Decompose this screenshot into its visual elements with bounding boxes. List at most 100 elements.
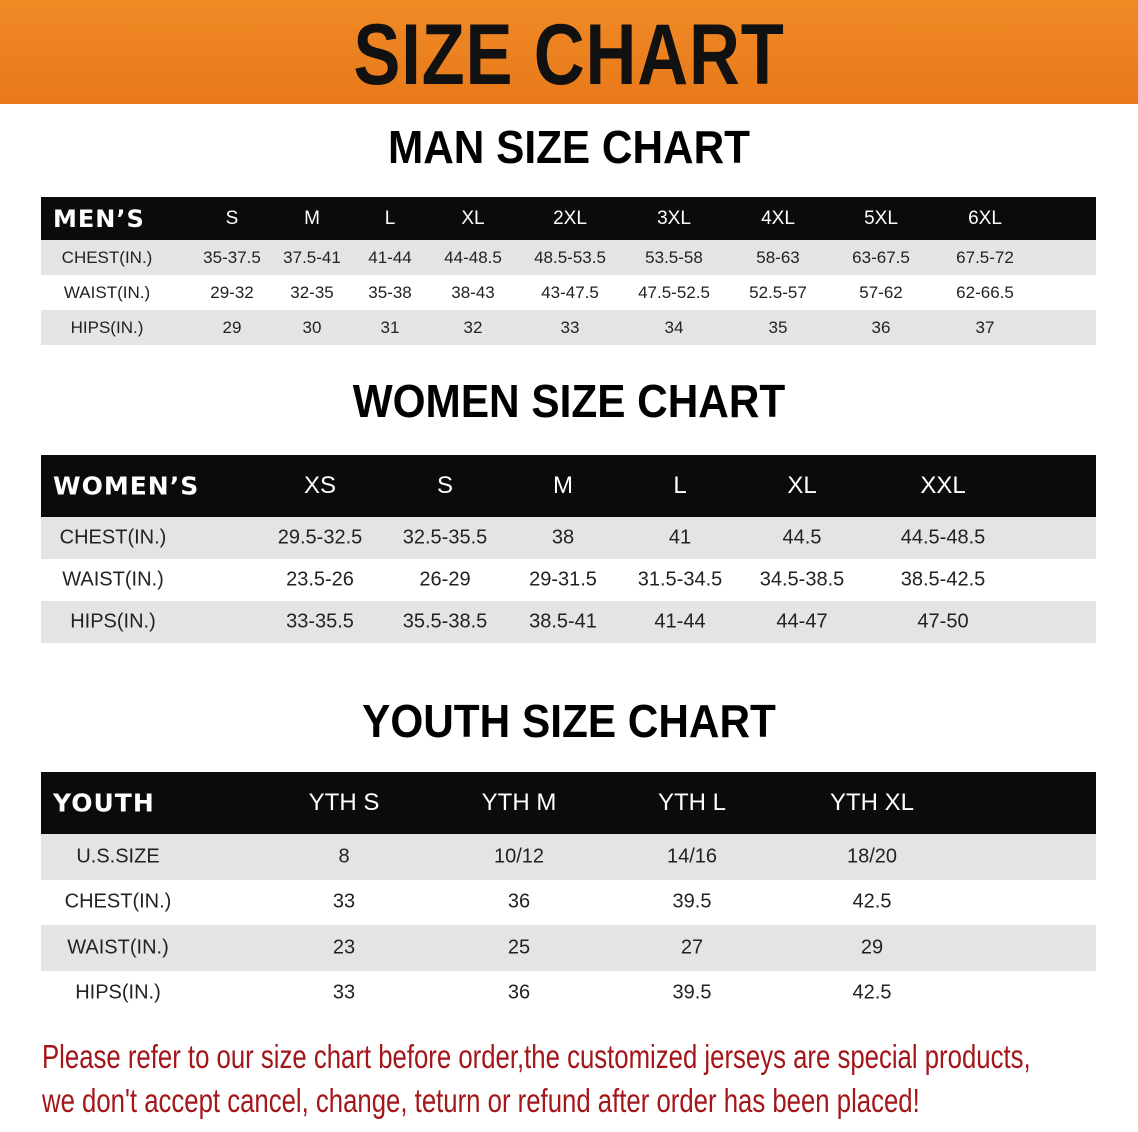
table-cell: 47-50: [917, 610, 969, 633]
table-cell: 44.5-48.5: [900, 526, 986, 549]
youth-section-title: YOUTH SIZE CHART: [362, 695, 776, 747]
size-header: 3XL: [657, 207, 691, 229]
table-cell: 33: [332, 981, 356, 1004]
table-cell: 36: [871, 317, 891, 337]
corner-label: WOMEN’S: [53, 471, 200, 501]
table-cell: 33: [560, 317, 580, 337]
table-row: WAIST(IN.) 29-32 32-35 35-38 38-43 43-47.5 47.…: [41, 275, 1096, 310]
table-cell: 8: [338, 845, 350, 868]
table-cell: 41-44: [368, 247, 412, 267]
table-cell: 35-38: [368, 282, 412, 302]
table-cell: 36: [507, 890, 531, 913]
table-cell: 14/16: [666, 845, 718, 868]
table-cell: 58-63: [756, 247, 800, 267]
table-cell: 42.5: [852, 890, 892, 913]
row-label: HIPS(IN.): [70, 317, 144, 337]
table-row: HIPS(IN.) 29 30 31 32 33 34 35 36 37: [41, 310, 1096, 345]
table-cell: 48.5-53.5: [534, 247, 606, 267]
notice-line-1: Please refer to our size chart before or…: [42, 1038, 1031, 1075]
table-cell: 67.5-72: [956, 247, 1014, 267]
table-cell: 34: [664, 317, 684, 337]
table-cell: 35.5-38.5: [402, 610, 488, 633]
table-cell: 38: [551, 526, 575, 549]
size-header: M: [304, 207, 320, 229]
table-cell: 18/20: [846, 845, 898, 868]
size-header: YTH M: [481, 789, 557, 816]
table-cell: 62-66.5: [956, 282, 1014, 302]
size-header: 6XL: [968, 207, 1002, 229]
table-row: CHEST(IN.) 35-37.5 37.5-41 41-44 44-48.5 48.5…: [41, 240, 1096, 275]
table-row: U.S.SIZE 8 10/12 14/16 18/20: [41, 834, 1096, 880]
table-cell: 25: [507, 936, 531, 959]
table-cell: 33-35.5: [286, 610, 354, 633]
table-row: HIPS(IN.) 33-35.5 35.5-38.5 38.5-41 41-44 44-…: [41, 601, 1096, 643]
table-row: HIPS(IN.) 33 36 39.5 42.5: [41, 970, 1096, 1016]
table-row: WAIST(IN.) 23 25 27 29: [41, 925, 1096, 971]
corner-label: YOUTH: [53, 788, 155, 818]
banner: SIZE CHART: [0, 0, 1138, 104]
size-header: YTH S: [308, 789, 380, 816]
table-row: CHEST(IN.) 29.5-32.5 32.5-35.5 38 41 44.5 44.5…: [41, 517, 1096, 559]
size-header: S: [225, 207, 239, 229]
table-cell: 35: [768, 317, 788, 337]
table-cell: 47.5-52.5: [638, 282, 710, 302]
table-cell: 31.5-34.5: [637, 568, 723, 591]
table-cell: 34.5-38.5: [759, 568, 845, 591]
table-cell: 33: [332, 890, 356, 913]
table-cell: 39.5: [672, 890, 712, 913]
size-header: 2XL: [553, 207, 587, 229]
corner-label: MEN’S: [53, 204, 145, 233]
size-header: XL: [787, 472, 817, 499]
table-cell: 41: [668, 526, 692, 549]
row-label: CHEST(IN.): [59, 526, 167, 549]
table-cell: 63-67.5: [852, 247, 910, 267]
size-header: L: [673, 472, 687, 499]
banner-title: SIZE CHART: [353, 7, 785, 103]
table-cell: 37: [975, 317, 995, 337]
table-cell: 53.5-58: [645, 247, 703, 267]
table-row: CHEST(IN.) 33 36 39.5 42.5: [41, 879, 1096, 925]
table-header-row: WOMEN’S XS S M L XL XXL: [41, 455, 1096, 517]
row-label: CHEST(IN.): [61, 247, 153, 267]
size-header: 5XL: [864, 207, 898, 229]
size-header: S: [436, 472, 454, 499]
table-cell: 38.5-41: [529, 610, 597, 633]
row-label: HIPS(IN.): [70, 610, 156, 633]
size-header: XL: [461, 207, 485, 229]
table-cell: 10/12: [493, 845, 545, 868]
table-cell: 52.5-57: [749, 282, 807, 302]
size-header: XXL: [920, 472, 966, 499]
size-header: L: [384, 207, 396, 229]
table-cell: 42.5: [852, 981, 892, 1004]
row-label: CHEST(IN.): [64, 890, 172, 913]
size-header: YTH L: [657, 789, 727, 816]
table-cell: 41-44: [654, 610, 706, 633]
table-header-row: MEN’S S M L XL 2XL 3XL 4XL 5XL 6XL: [41, 197, 1096, 240]
table-cell: 30: [302, 317, 322, 337]
table-header-row: YOUTH YTH S YTH M YTH L YTH XL: [41, 772, 1096, 834]
table-cell: 44.5: [782, 526, 822, 549]
size-header: 4XL: [761, 207, 795, 229]
table-cell: 23.5-26: [286, 568, 354, 591]
table-cell: 29-31.5: [529, 568, 597, 591]
table-cell: 23: [332, 936, 356, 959]
size-header: YTH XL: [829, 789, 915, 816]
table-cell: 29: [860, 936, 884, 959]
row-label: WAIST(IN.): [63, 282, 151, 302]
table-row: WAIST(IN.) 23.5-26 26-29 29-31.5 31.5-34.5 34…: [41, 559, 1096, 601]
table-cell: 27: [680, 936, 704, 959]
table-cell: 29-32: [210, 282, 254, 302]
row-label: U.S.SIZE: [76, 845, 160, 868]
women-section-title: WOMEN SIZE CHART: [352, 375, 786, 427]
table-cell: 29.5-32.5: [277, 526, 363, 549]
notice-line-2: we don't accept cancel, change, teturn o…: [42, 1082, 920, 1119]
table-cell: 36: [507, 981, 531, 1004]
table-cell: 31: [380, 317, 400, 337]
table-cell: 32-35: [290, 282, 334, 302]
table-cell: 29: [222, 317, 242, 337]
table-cell: 26-29: [419, 568, 471, 591]
row-label: WAIST(IN.): [67, 936, 169, 959]
table-cell: 37.5-41: [283, 247, 341, 267]
table-cell: 32: [463, 317, 483, 337]
table-cell: 35-37.5: [203, 247, 261, 267]
